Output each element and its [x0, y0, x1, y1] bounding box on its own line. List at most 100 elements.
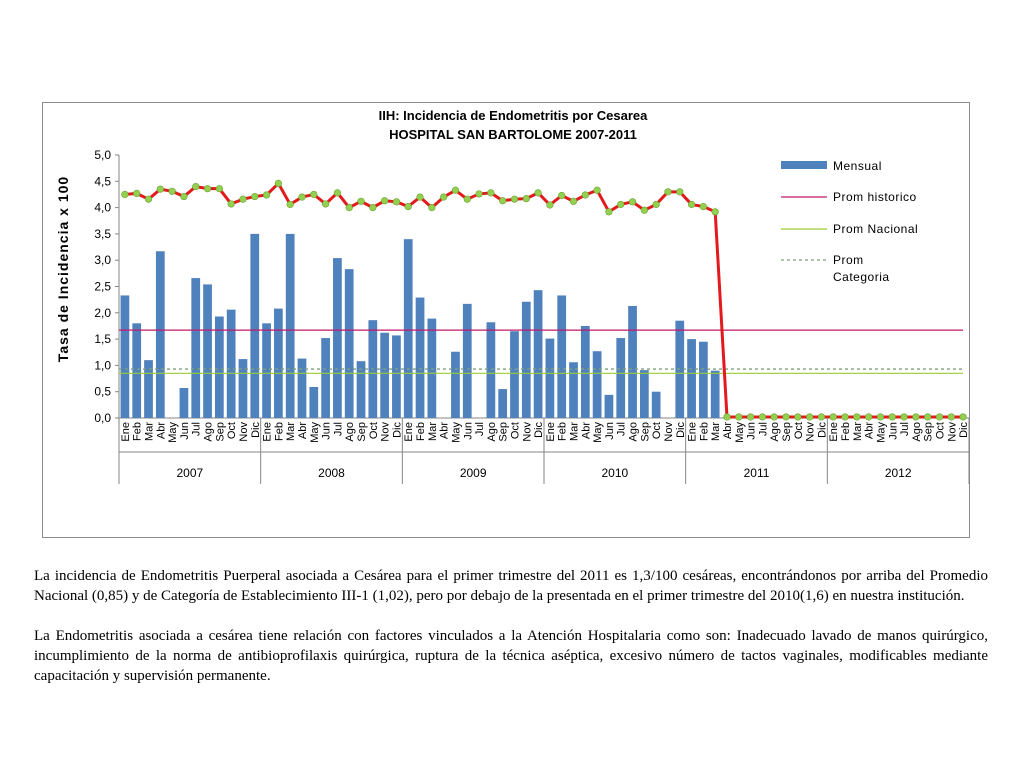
x-tick-label: Jul	[757, 422, 769, 436]
x-tick-label: Sep	[214, 422, 226, 442]
x-tick-label: May	[592, 422, 604, 443]
line-point	[746, 413, 755, 421]
bar	[687, 339, 696, 418]
x-tick-label: May	[734, 422, 746, 443]
x-tick-label: Nov	[380, 422, 392, 442]
year-label: 2009	[460, 466, 487, 480]
line-point	[935, 413, 944, 421]
line-point	[711, 208, 719, 216]
x-tick-label: Abr	[439, 422, 451, 439]
line-point	[687, 200, 696, 209]
line-series-cumulative	[121, 179, 967, 421]
x-tick-label: Oct	[509, 422, 521, 439]
bar	[699, 341, 708, 418]
bar	[462, 303, 472, 418]
line-point	[321, 200, 330, 208]
x-tick-label: May	[167, 422, 179, 443]
bar	[238, 359, 248, 418]
bar	[392, 335, 401, 418]
x-tick-label: Nov	[238, 422, 250, 442]
x-tick-label: Abr	[580, 422, 592, 439]
line-point	[593, 186, 601, 194]
line-point	[428, 203, 436, 212]
line-point	[463, 195, 471, 203]
x-tick-label: Ene	[545, 422, 557, 442]
x-tick-label: Dic	[533, 422, 545, 438]
line-point	[215, 185, 223, 193]
bar	[569, 362, 578, 418]
caption-paragraph-2: La Endometritis asociada a cesárea tiene…	[34, 628, 988, 684]
x-axis-labels: Ene Feb Mar Abr May Jun Jul Ago Sep Oct Nov Dic Ene F…	[118, 418, 970, 484]
x-tick-label: Jun	[887, 422, 899, 440]
x-tick-label: Abr	[297, 422, 309, 439]
legend-swatch	[781, 161, 827, 169]
x-tick-label: Sep	[498, 422, 510, 442]
line-point	[404, 202, 412, 211]
bar	[592, 351, 602, 418]
line-point	[829, 413, 837, 421]
bar	[144, 360, 153, 418]
x-tick-label: Ago	[344, 422, 356, 442]
bar	[274, 308, 283, 418]
line-point	[440, 193, 448, 201]
year-label: 2012	[885, 466, 912, 480]
bar	[179, 388, 189, 418]
bar	[580, 325, 590, 418]
x-tick-label: Oct	[934, 422, 946, 439]
line-point	[251, 192, 259, 201]
x-tick-label: Oct	[368, 422, 380, 439]
x-tick-label: Dic	[250, 422, 262, 438]
x-tick-label: Sep	[923, 422, 935, 442]
line-point	[310, 190, 318, 199]
line-point	[806, 413, 814, 421]
bar	[415, 297, 425, 418]
chart-area: IIH: Incidencia de Endometritis por Cesa…	[42, 102, 970, 538]
x-tick-label: Jul	[332, 422, 344, 436]
line-point	[333, 189, 342, 197]
line-point	[522, 195, 530, 203]
line-point	[227, 200, 235, 208]
line-point	[392, 198, 401, 206]
line-point	[558, 191, 566, 200]
bar	[333, 258, 342, 418]
bar	[262, 323, 271, 418]
x-tick-label: Oct	[226, 422, 238, 439]
x-tick-label: Jul	[616, 422, 628, 436]
x-tick-label: Ene	[262, 422, 274, 442]
x-tick-label: Jun	[746, 422, 758, 440]
line-point	[451, 186, 460, 194]
bar	[533, 290, 543, 418]
bar	[380, 332, 389, 418]
line-point	[699, 202, 707, 211]
bar	[403, 239, 413, 418]
line-point	[416, 193, 424, 201]
x-tick-label: Jun	[462, 422, 474, 440]
x-tick-label: Mar	[569, 422, 581, 441]
bar	[356, 361, 366, 418]
bar	[604, 394, 614, 418]
x-tick-label: Oct	[651, 422, 663, 439]
line-point	[865, 413, 873, 421]
bar	[132, 323, 142, 418]
x-tick-label: Jul	[474, 422, 486, 436]
x-tick-label: Dic	[391, 422, 403, 438]
x-tick-label: Mar	[427, 422, 439, 441]
line-point	[487, 189, 495, 197]
x-tick-label: Ago	[486, 422, 498, 442]
line-point	[192, 182, 200, 191]
line-point	[794, 413, 802, 421]
x-tick-label: Feb	[415, 422, 427, 441]
bar	[616, 338, 626, 418]
x-tick-label: Mar	[144, 422, 156, 441]
x-tick-label: Feb	[273, 422, 285, 441]
bar	[120, 295, 130, 418]
line-point	[133, 189, 141, 197]
x-tick-label: Ago	[203, 422, 215, 442]
bar	[203, 284, 212, 418]
y-axis-label: Tasa de Incidencia x 100	[55, 176, 71, 362]
x-tick-label: Mar	[285, 422, 297, 441]
line-point	[381, 197, 389, 205]
line-point	[203, 185, 212, 193]
line-point	[546, 201, 554, 209]
x-tick-label: Nov	[805, 422, 817, 442]
